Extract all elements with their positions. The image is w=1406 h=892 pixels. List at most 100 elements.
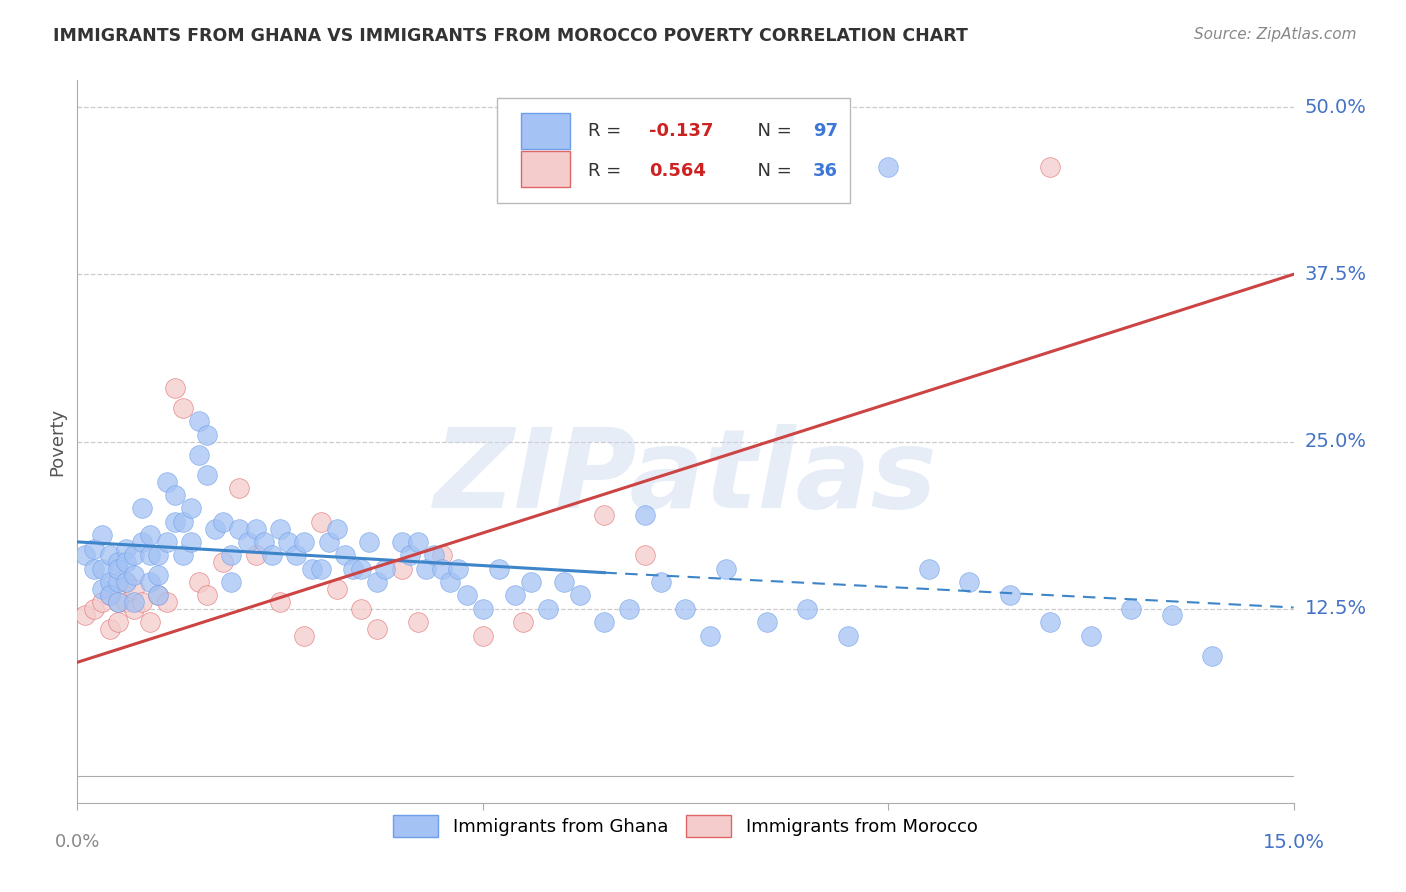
Point (675, 602, 697, 616)
Point (195, 428, 218, 442)
Point (699, 629, 721, 643)
Point (877, 161, 900, 175)
Point (148, 589, 170, 603)
Legend: Immigrants from Ghana, Immigrants from Morocco: Immigrants from Ghana, Immigrants from M… (387, 808, 984, 845)
Bar (522, 112, 569, 149)
Point (326, 521, 349, 535)
Point (796, 602, 818, 616)
Point (398, 548, 420, 563)
Point (423, 548, 446, 563)
Point (406, 615, 429, 630)
Point (430, 548, 453, 563)
Point (115, 555, 138, 569)
Point (115, 575, 138, 590)
Point (212, 515, 235, 529)
Point (1201, 648, 1223, 663)
Point (391, 535, 413, 549)
Point (90, 528, 112, 542)
Point (148, 548, 170, 563)
Point (456, 589, 478, 603)
Point (350, 602, 373, 616)
Text: 50.0%: 50.0% (1305, 97, 1367, 117)
Text: 37.5%: 37.5% (1305, 265, 1367, 284)
Point (122, 595, 145, 609)
Point (447, 562, 470, 576)
Point (471, 629, 494, 643)
Point (439, 575, 461, 590)
Point (212, 555, 235, 569)
Text: 25.0%: 25.0% (1305, 432, 1367, 451)
Point (391, 562, 413, 576)
Point (131, 535, 153, 549)
Point (122, 602, 145, 616)
Text: IMMIGRANTS FROM GHANA VS IMMIGRANTS FROM MOROCCO POVERTY CORRELATION CHART: IMMIGRANTS FROM GHANA VS IMMIGRANTS FROM… (53, 27, 969, 45)
Point (837, 629, 859, 643)
Text: -0.137: -0.137 (650, 122, 713, 140)
Point (350, 562, 373, 576)
Point (131, 501, 153, 516)
Point (107, 595, 129, 609)
Point (342, 562, 364, 576)
Point (326, 582, 349, 596)
Point (245, 521, 267, 535)
Point (155, 475, 177, 489)
Point (107, 595, 129, 609)
Point (195, 589, 218, 603)
Point (163, 488, 186, 502)
Point (333, 548, 356, 563)
Text: ZIPatlas: ZIPatlas (433, 425, 938, 531)
Point (269, 595, 291, 609)
Point (155, 535, 177, 549)
Point (755, 615, 778, 630)
Point (115, 595, 138, 609)
Point (180, 535, 202, 549)
Point (188, 448, 211, 462)
Text: 97: 97 (813, 122, 838, 140)
Point (292, 535, 315, 549)
Point (131, 595, 153, 609)
Point (366, 622, 388, 636)
Point (122, 582, 145, 596)
Point (1039, 615, 1062, 630)
Point (650, 575, 672, 590)
Point (406, 535, 429, 549)
Point (318, 535, 340, 549)
Point (107, 562, 129, 576)
Text: 15.0%: 15.0% (1263, 833, 1324, 853)
Point (98, 548, 121, 563)
Point (98, 589, 121, 603)
Point (374, 562, 396, 576)
Point (188, 575, 211, 590)
Point (260, 548, 283, 563)
Point (430, 562, 453, 576)
Point (139, 615, 162, 630)
Point (90, 562, 112, 576)
Point (195, 467, 218, 482)
Point (236, 535, 259, 549)
Point (593, 615, 616, 630)
Point (309, 515, 332, 529)
Point (155, 595, 177, 609)
Point (107, 615, 129, 630)
Point (139, 528, 162, 542)
Point (172, 401, 194, 416)
Point (98, 589, 121, 603)
Point (1121, 602, 1143, 616)
Point (90, 582, 112, 596)
Point (115, 575, 138, 590)
Point (998, 589, 1021, 603)
Point (253, 535, 276, 549)
Text: R =: R = (588, 161, 627, 179)
Point (285, 548, 308, 563)
Point (488, 562, 510, 576)
Point (292, 629, 315, 643)
Text: Source: ZipAtlas.com: Source: ZipAtlas.com (1194, 27, 1357, 42)
Point (172, 548, 194, 563)
Point (107, 575, 129, 590)
Point (122, 548, 145, 563)
Point (1039, 161, 1062, 175)
Bar (522, 151, 569, 187)
Point (520, 575, 543, 590)
Point (593, 508, 616, 523)
Point (634, 548, 657, 563)
